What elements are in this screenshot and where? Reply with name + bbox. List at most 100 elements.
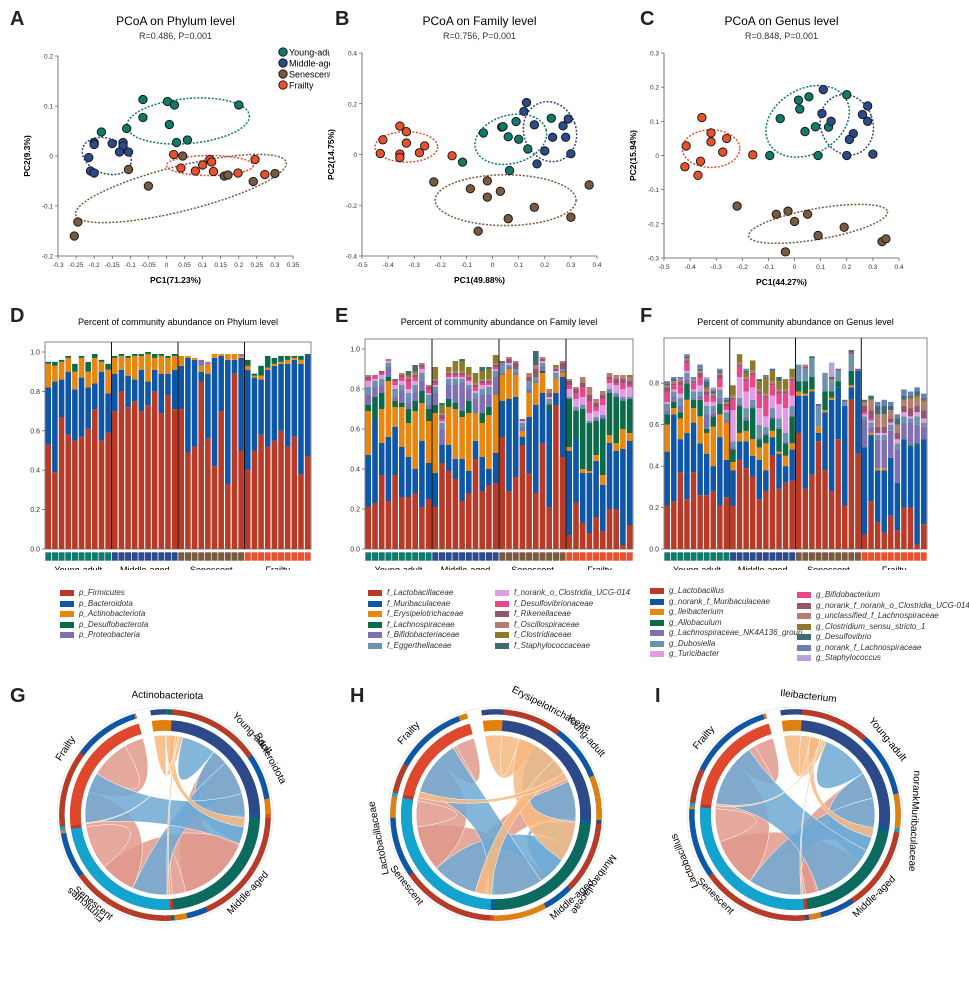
data-point — [248, 176, 258, 187]
confidence-ellipse — [819, 93, 875, 156]
bar-segment — [72, 363, 78, 372]
x-tick-label: 0.2 — [540, 262, 549, 269]
bar-segment — [459, 373, 465, 375]
bar-segment — [782, 441, 789, 444]
data-point — [395, 152, 405, 163]
data-point — [868, 149, 878, 159]
group-outer-segment — [556, 730, 595, 778]
bar-segment — [763, 443, 769, 471]
bar-segment — [703, 453, 710, 496]
group-strip-cell — [451, 551, 460, 562]
group-strip-cell — [144, 551, 152, 562]
bar-segment — [703, 377, 710, 380]
group-strip-cell — [57, 551, 66, 562]
confidence-ellipse — [474, 113, 548, 166]
bar-segment — [776, 418, 782, 427]
phylum-legend: p_Firmicutes p_Bacteroidota p_Actinobacter… — [60, 588, 148, 641]
bar-segment — [291, 355, 298, 358]
data-point — [521, 97, 532, 108]
bar-segment — [620, 429, 626, 449]
bar-segment — [378, 379, 385, 385]
x-tick-label: 0.3 — [566, 262, 575, 269]
bar-segment — [118, 391, 125, 549]
group-label: Middle-aged — [738, 565, 788, 570]
bar-segment — [238, 450, 244, 549]
data-point — [482, 176, 492, 186]
group-strip-cell — [828, 551, 836, 562]
bar-segment — [472, 393, 479, 399]
bar-segment — [225, 483, 231, 549]
bar-segment — [606, 383, 613, 389]
bar-segment — [231, 373, 238, 549]
bar-segment — [118, 369, 125, 392]
bar-segment — [579, 405, 586, 409]
bar-segment — [671, 379, 677, 382]
legend-item: g_Dubosiella — [650, 639, 802, 650]
bar-segment — [703, 428, 710, 433]
group-strip-cell — [572, 551, 580, 562]
bar-segment — [769, 416, 776, 419]
bar-segment — [613, 395, 619, 397]
bar-segment — [684, 358, 690, 361]
bar-segment — [749, 439, 756, 456]
group-strip-cell — [384, 551, 393, 562]
data-point — [223, 170, 233, 180]
bar-segment — [566, 379, 573, 381]
bar-segment — [730, 397, 736, 400]
group-strip-cell — [371, 551, 379, 562]
bar-segment — [677, 439, 684, 473]
bar-segment — [372, 379, 378, 381]
bar-segment — [763, 470, 769, 491]
legend-label: g_norank_f_Muribaculaceae — [669, 596, 770, 606]
group-label: Frailty — [882, 565, 907, 570]
legend-label: f_Muribaculaceae — [387, 598, 451, 608]
bar-segment — [861, 534, 868, 549]
bar-segment — [499, 361, 506, 363]
group-strip-cell — [157, 551, 166, 562]
bar-segment — [881, 435, 887, 440]
bar-segment — [526, 389, 532, 393]
group-strip-cell — [445, 551, 453, 562]
legend-marker — [278, 69, 288, 79]
bar-segment — [231, 359, 238, 374]
bar-segment — [697, 395, 703, 400]
bar-segment — [251, 373, 258, 376]
bar-segment — [98, 359, 105, 362]
bar-segment — [472, 399, 479, 413]
bar-segment — [868, 410, 874, 419]
bar-segment — [677, 381, 684, 386]
legend-swatch — [60, 621, 74, 628]
bar-segment — [677, 418, 684, 440]
bar-segment — [828, 397, 835, 400]
bar-segment — [492, 453, 499, 483]
bar-segment — [519, 445, 526, 549]
bar-segment — [677, 406, 684, 413]
bar-segment — [432, 381, 439, 383]
bar-segment — [690, 422, 697, 473]
group-arc — [501, 720, 592, 820]
bar-segment — [920, 401, 927, 411]
bar-segment — [125, 407, 131, 549]
data-point — [842, 90, 852, 100]
data-point — [375, 148, 385, 159]
bar-segment — [445, 385, 452, 399]
bar-segment — [756, 437, 763, 440]
bar-segment — [743, 416, 749, 421]
bar-segment — [677, 385, 684, 394]
bar-segment — [723, 397, 730, 400]
x-tick-label: -0.25 — [69, 262, 84, 269]
data-point — [122, 123, 132, 134]
bar-segment — [533, 377, 539, 381]
bar-segment — [677, 377, 684, 380]
data-point — [429, 177, 439, 187]
bar-segment — [419, 369, 425, 373]
bar-segment — [796, 381, 802, 392]
bar-segment — [677, 397, 684, 407]
group-strip-cell — [670, 551, 678, 562]
group-strip-cell — [512, 551, 520, 562]
data-point — [401, 127, 412, 137]
bar-segment — [553, 369, 559, 371]
bar-segment — [405, 379, 412, 381]
y-tick-label: 0.4 — [350, 467, 360, 474]
bar-segment — [717, 372, 723, 375]
